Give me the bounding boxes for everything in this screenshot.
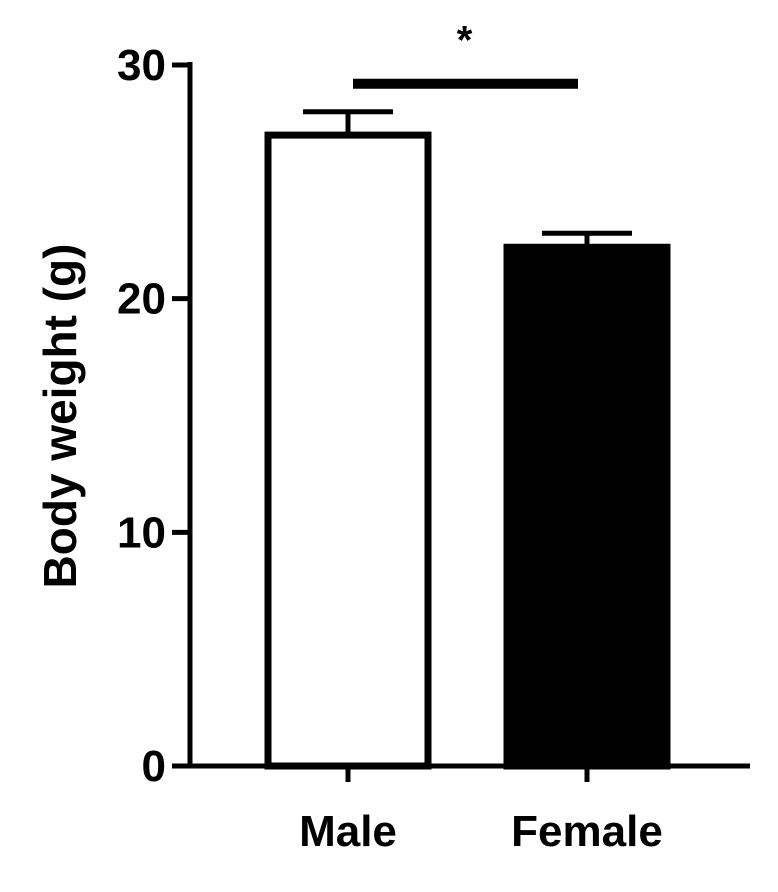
x-tick-label-female: Female — [511, 807, 663, 856]
y-tick-label: 20 — [117, 275, 166, 324]
bars — [264, 131, 671, 770]
x-tick-label-male: Male — [299, 807, 397, 856]
error-bars — [303, 109, 632, 248]
significance-annotation: * — [353, 19, 578, 89]
y-tick-label: 30 — [117, 41, 166, 90]
bar-male — [264, 131, 432, 770]
y-tick-label: 0 — [142, 742, 166, 791]
significance-label: * — [457, 19, 473, 63]
axes: 0 10 20 30 Male Female — [117, 41, 750, 856]
bar-female — [503, 243, 671, 770]
y-tick-label: 10 — [117, 508, 166, 557]
y-axis-title: Body weight (g) — [34, 244, 86, 589]
